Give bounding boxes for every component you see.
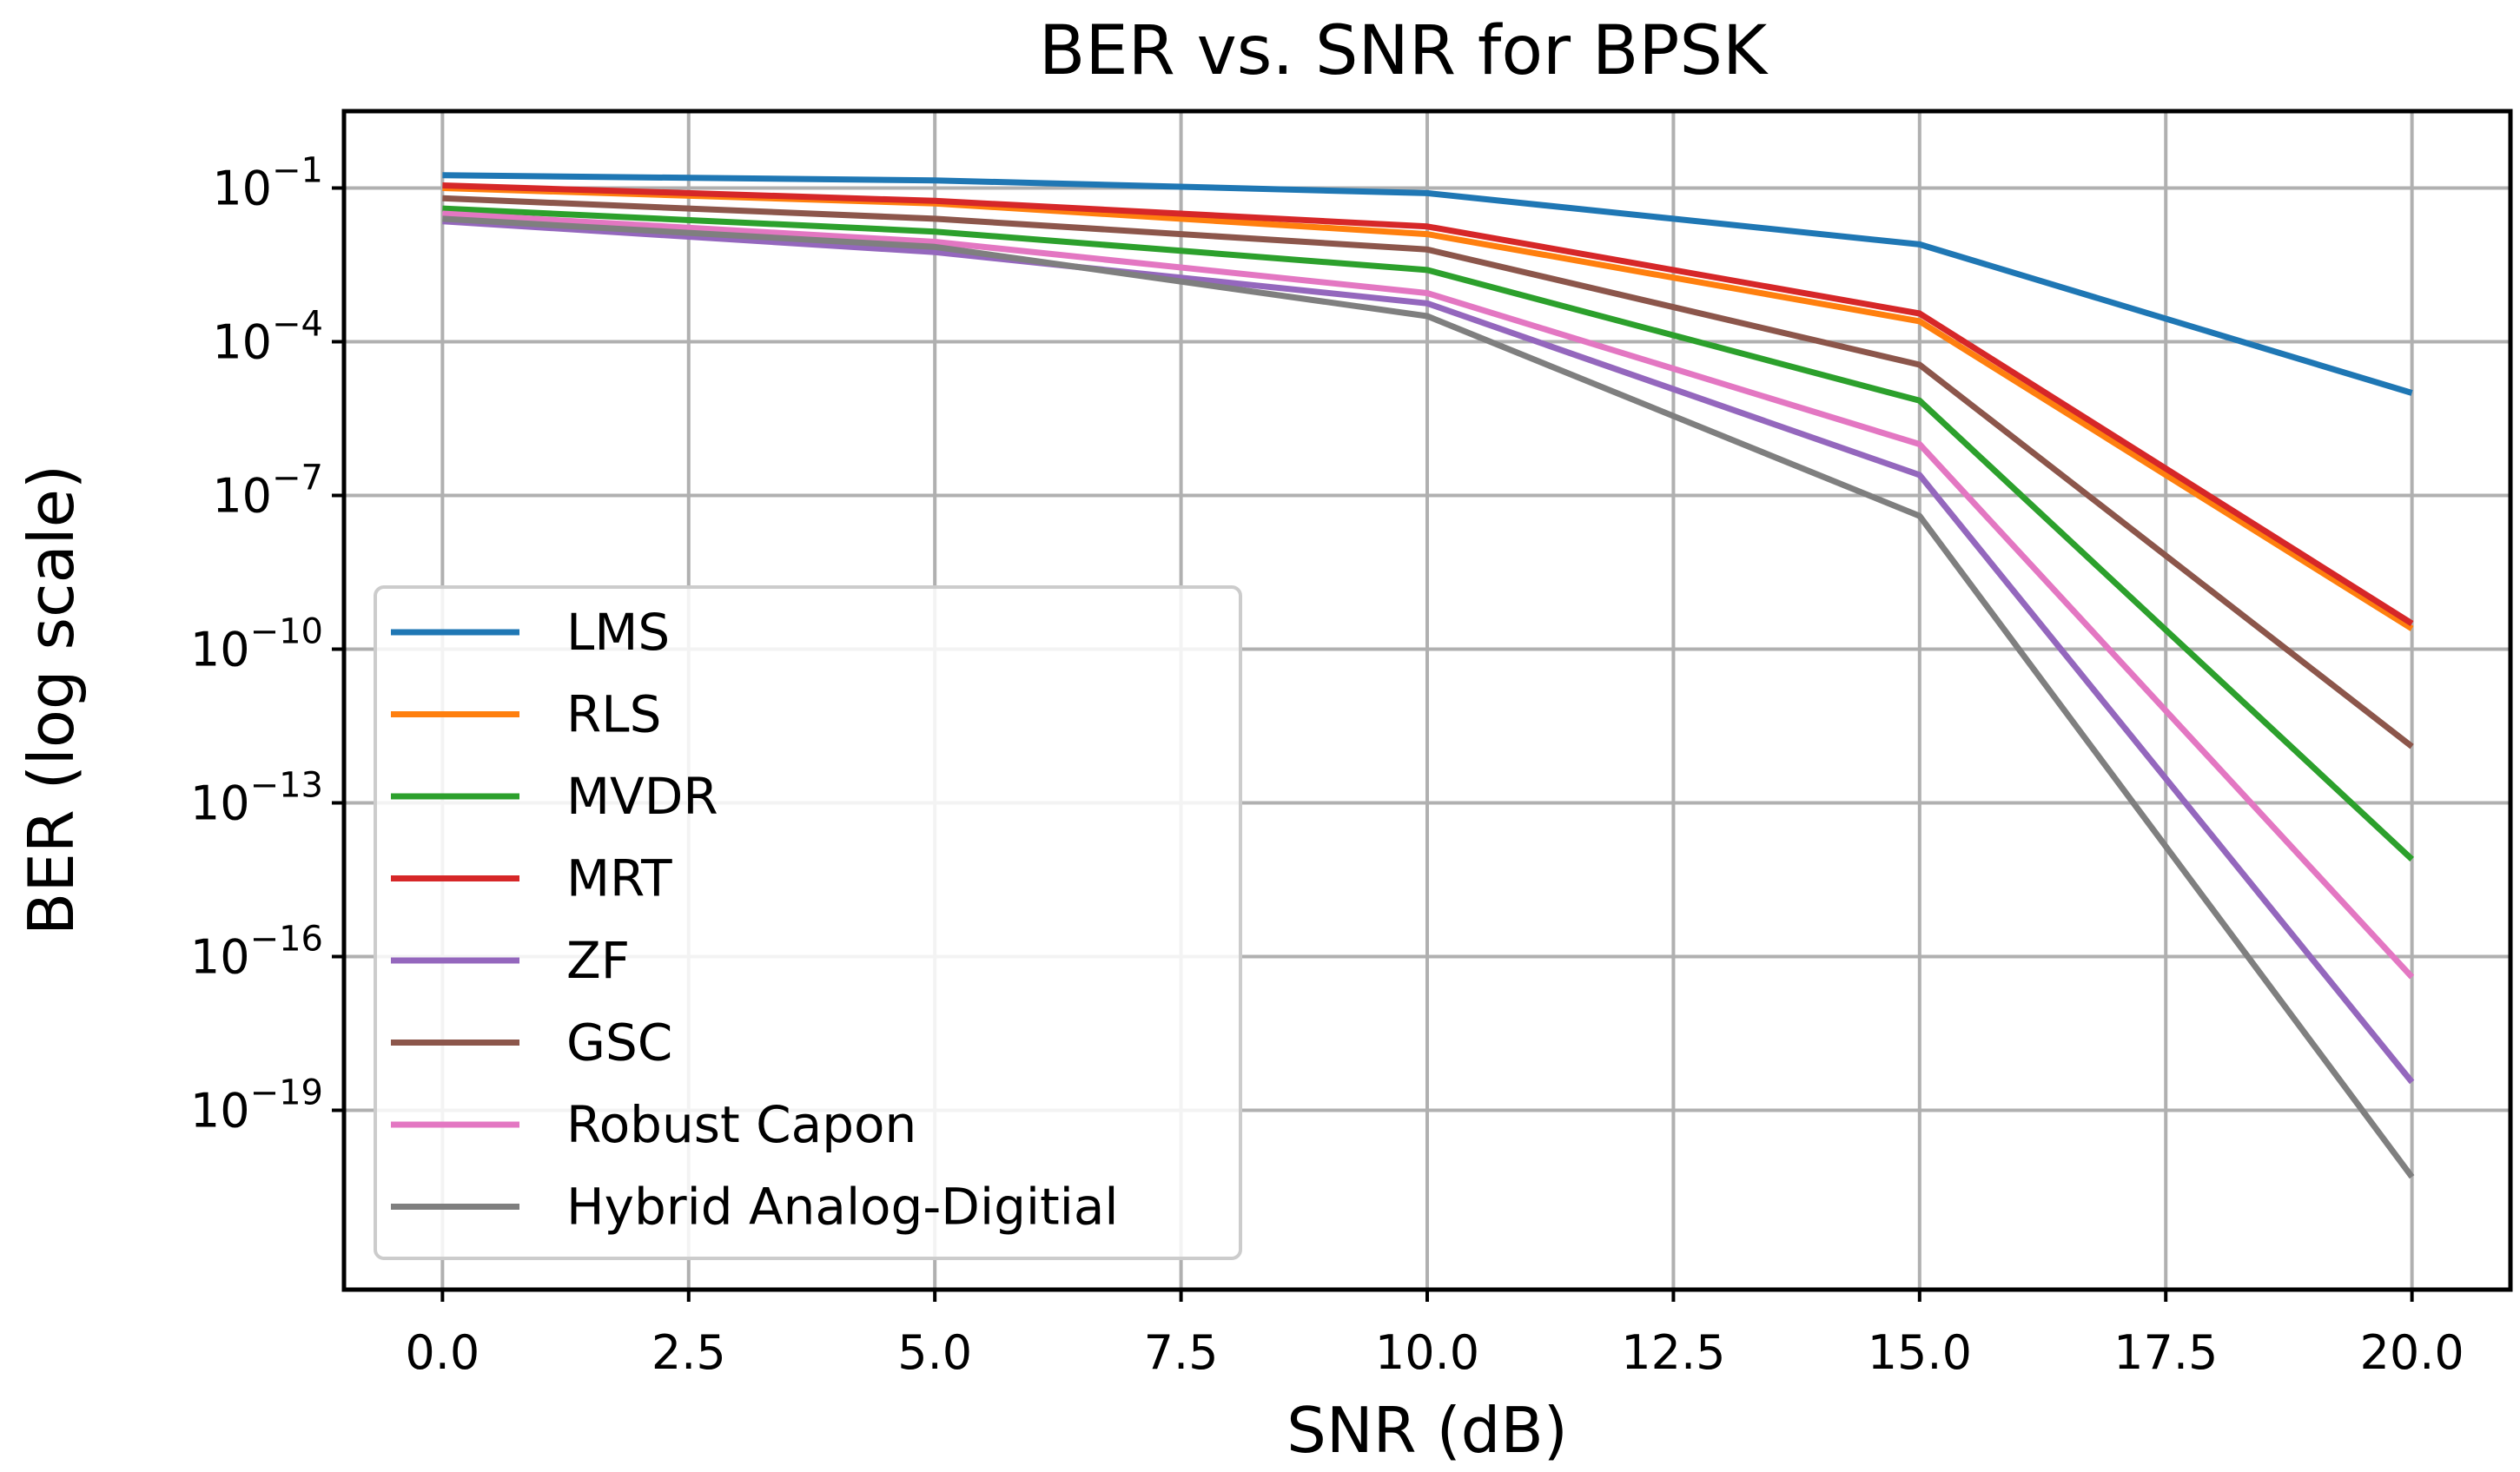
y-tick-base: 10	[212, 162, 272, 216]
y-tick-label: 10−13	[190, 766, 323, 831]
y-tick-exponent: −10	[250, 612, 323, 652]
y-tick-exponent: −7	[272, 459, 323, 498]
series-line-lms	[442, 172, 2413, 396]
x-tick-label: 7.5	[1144, 1325, 1219, 1380]
legend-label: Robust Capon	[566, 1095, 916, 1154]
x-axis-label: SNR (dB)	[1286, 1394, 1568, 1467]
series-line-gsc	[442, 195, 2414, 749]
series-line-mvdr	[442, 205, 2414, 861]
legend-items: LMS RLS MVDR MRT ZF GSC Robust Capon Hybrid Ana…	[391, 603, 1119, 1237]
y-tick-exponent: −16	[250, 920, 323, 960]
x-tick-label: 17.5	[2113, 1325, 2218, 1380]
legend-box	[374, 585, 1242, 1260]
legend-label: ZF	[566, 931, 630, 990]
y-tick-exponent: −4	[272, 305, 323, 345]
y-tick-base: 10	[212, 469, 272, 524]
legend-label: MRT	[566, 849, 672, 908]
y-tick-base: 10	[190, 1084, 250, 1139]
legend-label: LMS	[566, 603, 670, 662]
chart-title: BER vs. SNR for BPSK	[1039, 12, 1769, 90]
y-axis-label: BER (log scale)	[15, 465, 88, 935]
x-tick-label: 2.5	[651, 1325, 726, 1380]
x-tick-label: 10.0	[1375, 1325, 1479, 1380]
x-tick-label: 5.0	[897, 1325, 972, 1380]
series-lines	[442, 172, 2415, 1179]
y-tick-label: 10−16	[190, 920, 323, 985]
y-tick-exponent: −13	[250, 766, 323, 806]
y-tick-base: 10	[190, 930, 250, 985]
y-tick-label: 10−10	[190, 612, 323, 677]
x-tick-label: 20.0	[2360, 1325, 2464, 1380]
y-tick-base: 10	[190, 623, 250, 677]
series-line-zf	[442, 218, 2415, 1085]
x-tick-label: 15.0	[1868, 1325, 1972, 1380]
x-axis: 0.0 2.5 5.0 7.5 10.0 12.5 15.0 17.5 20.0	[405, 1290, 2464, 1380]
series-line-hybrid-analog-digitial	[442, 215, 2415, 1179]
legend: LMS RLS MVDR MRT ZF GSC Robust Capon Hybrid Ana…	[374, 585, 1242, 1260]
y-tick-label: 10−7	[212, 459, 323, 524]
y-tick-label: 10−4	[212, 305, 323, 370]
x-tick-label: 0.0	[405, 1325, 480, 1380]
y-tick-label: 10−1	[212, 151, 323, 216]
y-tick-label: 10−19	[190, 1073, 323, 1139]
y-tick-exponent: −19	[250, 1073, 323, 1113]
series-line-robust-capon	[442, 210, 2415, 980]
y-tick-base: 10	[212, 315, 272, 370]
legend-label: RLS	[566, 685, 661, 744]
legend-label: Hybrid Analog-Digitial	[566, 1178, 1119, 1237]
legend-label: MVDR	[566, 767, 718, 826]
y-tick-base: 10	[190, 776, 250, 831]
y-tick-exponent: −1	[272, 151, 323, 191]
series-line-mrt	[442, 182, 2414, 626]
x-tick-label: 12.5	[1621, 1325, 1725, 1380]
legend-label: GSC	[566, 1013, 672, 1073]
